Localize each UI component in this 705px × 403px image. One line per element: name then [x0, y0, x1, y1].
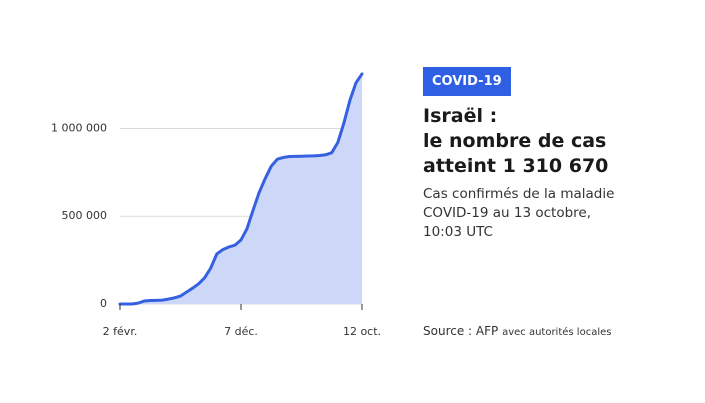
- area: [120, 73, 362, 304]
- x-tick-label: 2 févr.: [103, 325, 138, 338]
- y-tick-label: 500 000: [62, 209, 108, 222]
- side-panel: COVID-19 Israël : le nombre de cas attei…: [423, 67, 693, 242]
- y-tick-label: 1 000 000: [51, 121, 107, 134]
- badge: COVID-19: [423, 67, 511, 96]
- title-line: Israël :: [423, 105, 498, 127]
- subtitle: Cas confirmés de la maladie COVID-19 au …: [423, 185, 693, 242]
- line: [118, 72, 364, 306]
- x-tick-label: 7 déc.: [224, 325, 258, 338]
- subtitle-line: COVID-19 au 13 octobre,: [423, 205, 592, 221]
- subtitle-line: Cas confirmés de la maladie: [423, 186, 615, 202]
- y-tick-label: 0: [100, 297, 107, 310]
- chart-title: Israël : le nombre de cas atteint 1 310 …: [423, 104, 693, 179]
- subtitle-line: 10:03 UTC: [423, 224, 493, 240]
- source-text: Source : AFP: [423, 324, 499, 338]
- source: Source : AFP avec autorités locales: [423, 324, 611, 338]
- x-tick-label: 12 oct.: [343, 325, 381, 338]
- title-line: le nombre de cas: [423, 130, 607, 152]
- title-line: atteint 1 310 670: [423, 155, 609, 177]
- source-detail: avec autorités locales: [502, 327, 612, 338]
